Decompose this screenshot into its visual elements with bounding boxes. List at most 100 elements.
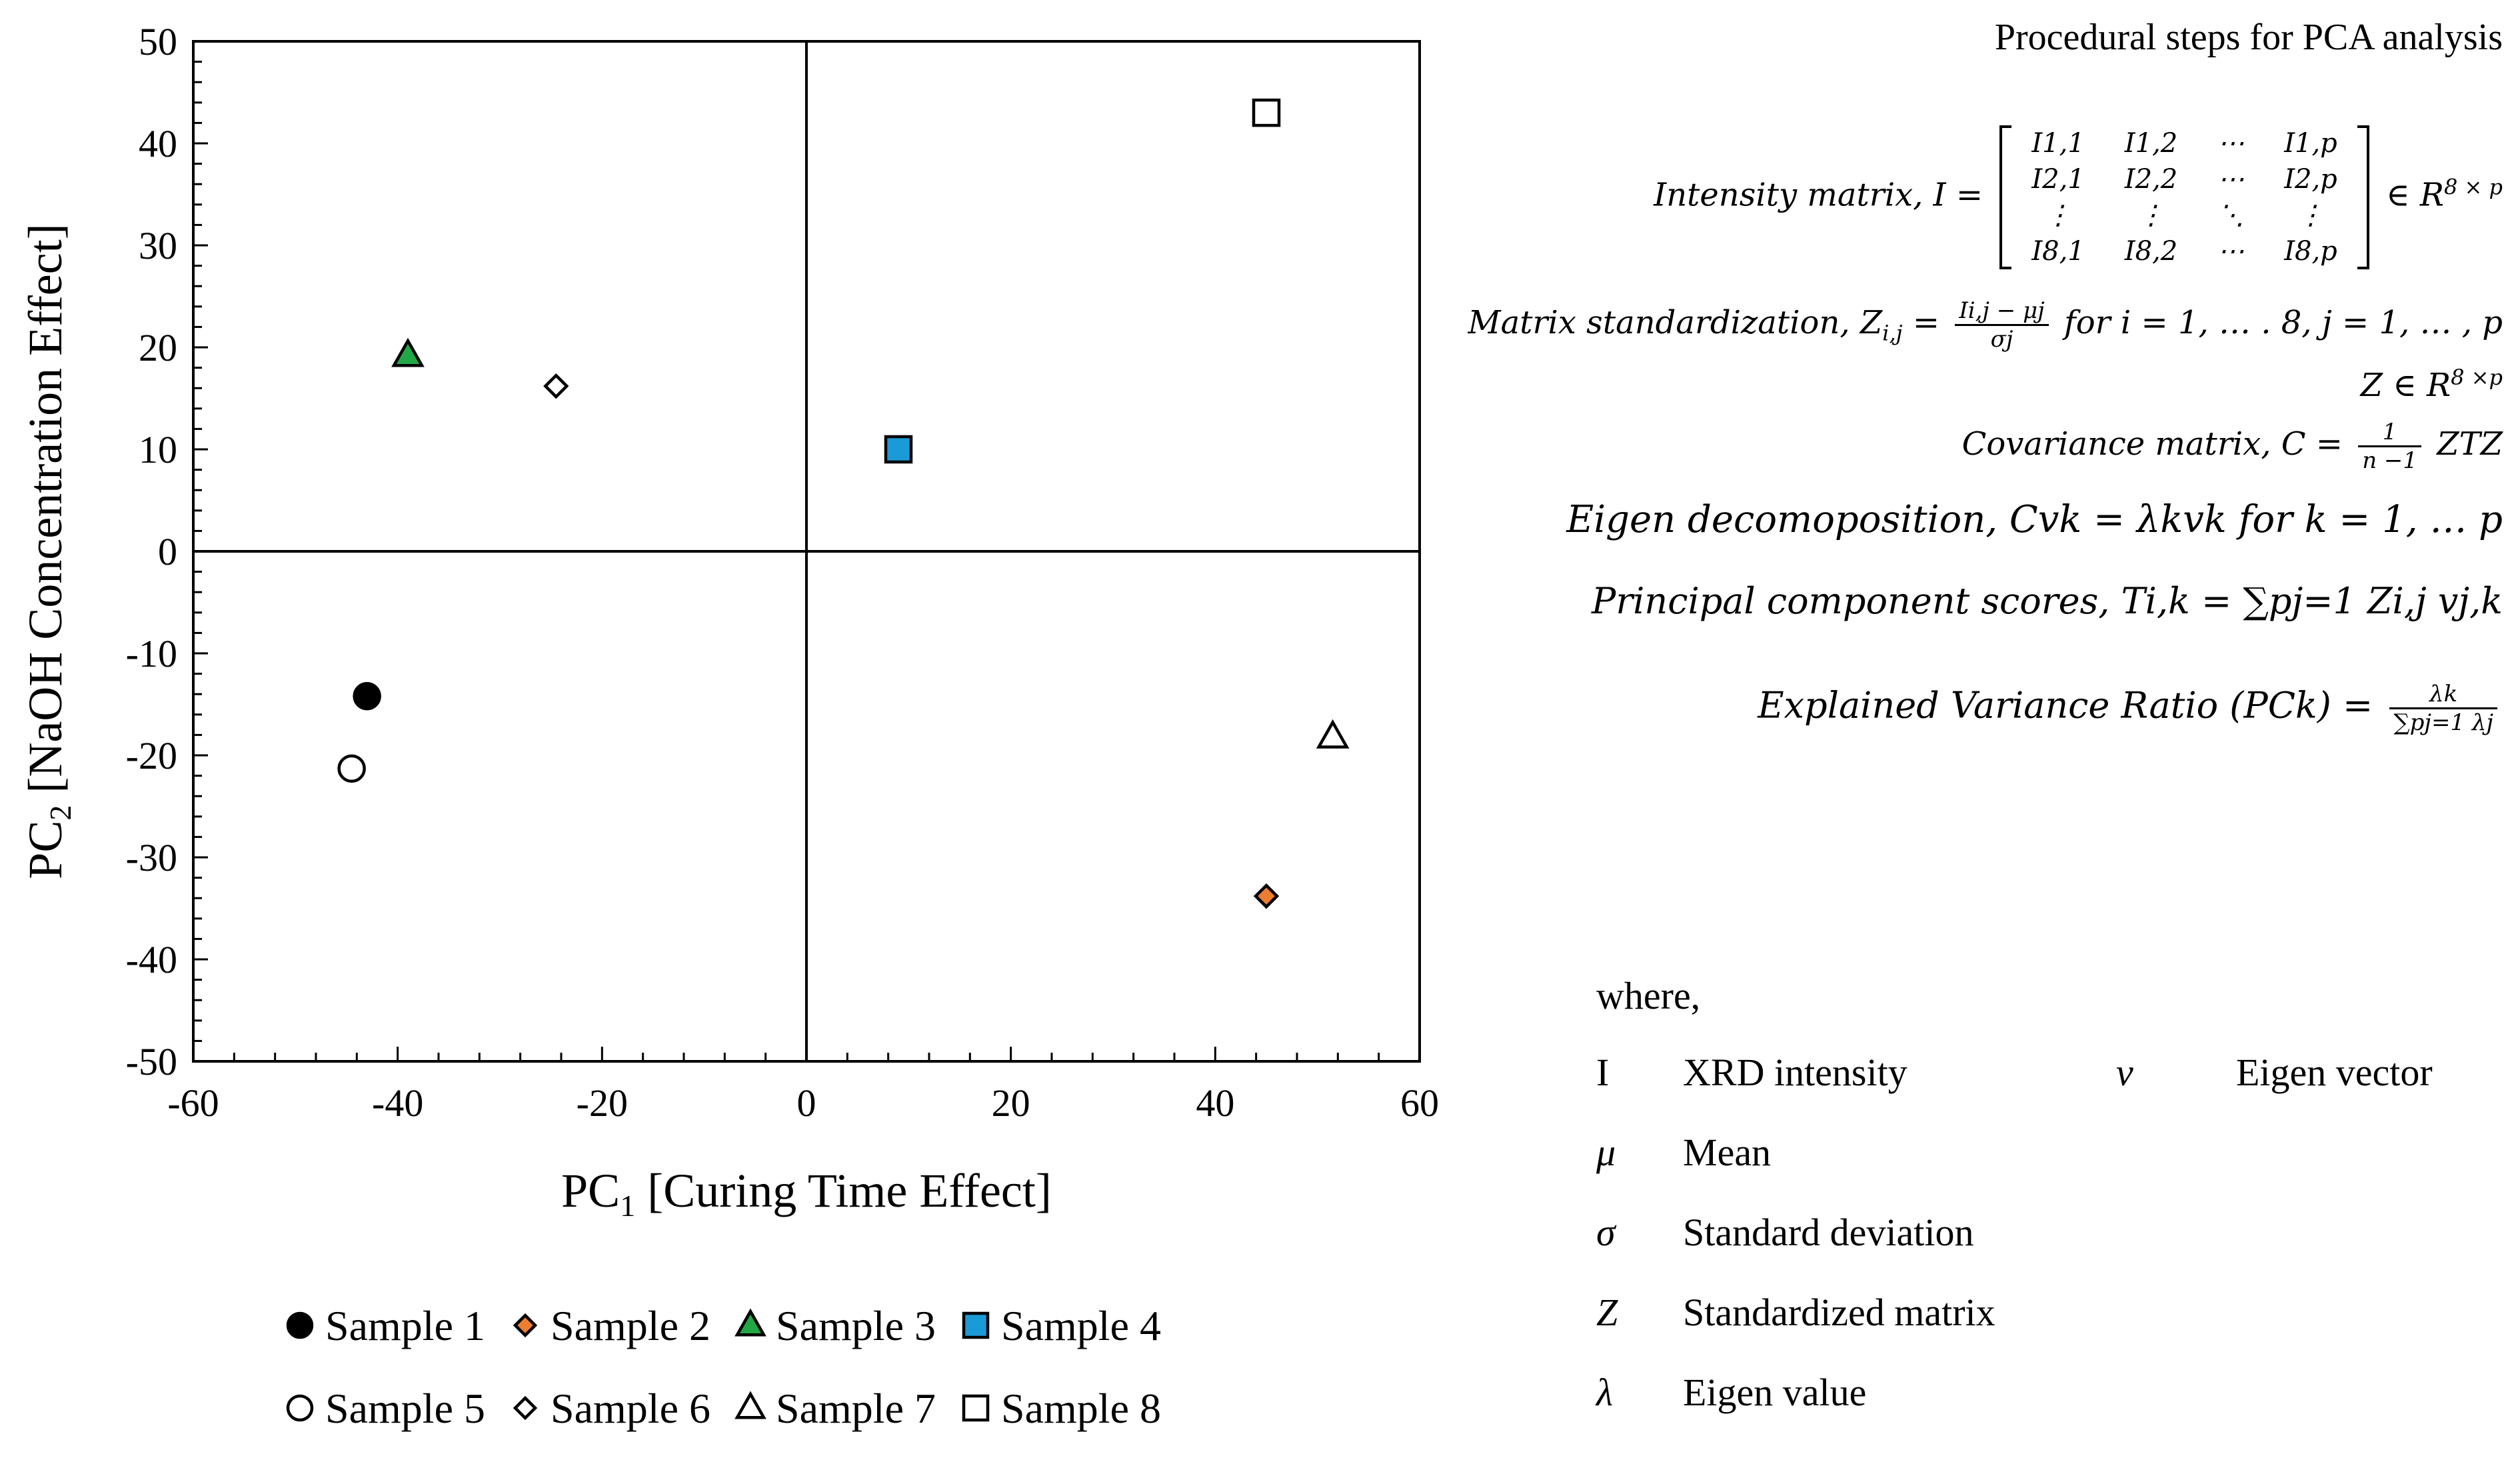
matrix-cell: I2,1 bbox=[2031, 164, 2085, 195]
legend-label-sample-2: Sample 2 bbox=[551, 1302, 710, 1349]
x-tick-label: -60 bbox=[167, 1081, 219, 1125]
cov-denominator: n −1 bbox=[2362, 447, 2418, 474]
matrix-cell: I2,2 bbox=[2124, 164, 2178, 195]
y-tick-label: 50 bbox=[139, 20, 177, 63]
glossary-definition: Eigen vector bbox=[2236, 1051, 2433, 1094]
point-sample-6 bbox=[543, 373, 569, 399]
glossary-definition: Standard deviation bbox=[1683, 1211, 1974, 1254]
glossary-symbol: μ bbox=[1596, 1131, 1616, 1174]
std-eq: = bbox=[1902, 304, 1940, 341]
x-tick-label: -20 bbox=[577, 1081, 628, 1125]
matrix-cell: ⋯ bbox=[2217, 164, 2245, 195]
z-definition: Z ∈ R8 ×p bbox=[1436, 365, 2503, 404]
matrix-row: I2,1 I2,2 ⋯ I2,p bbox=[2011, 161, 2357, 197]
matrix-cell: I1,1 bbox=[2031, 128, 2085, 159]
scores-equation: Principal component scores, Ti,k = ∑pj=1… bbox=[1436, 580, 2503, 622]
intensity-sup: 8 × p bbox=[2444, 174, 2503, 200]
y-tick-label: -50 bbox=[126, 1040, 177, 1083]
evr-equation: Explained Variance Ratio (PCk) = λk ∑pj=… bbox=[1436, 681, 2503, 736]
eigen-label: Eigen decomoposition, Cvk = λkvk for k =… bbox=[1566, 498, 2503, 541]
where-label: where, bbox=[1596, 974, 1701, 1017]
glossary-symbol: I bbox=[1596, 1051, 1610, 1094]
y-tick-label: -20 bbox=[126, 734, 177, 777]
matrix-cell: ⋯ bbox=[2217, 236, 2245, 267]
y-tick-label: 40 bbox=[139, 122, 177, 165]
chart-legend: Sample 1 Sample 2 Sample 3 Sample 4 Sample 5… bbox=[286, 1302, 1161, 1432]
cov-fraction: 1 n −1 bbox=[2358, 419, 2422, 474]
std-sub: i,j bbox=[1882, 320, 1903, 346]
std-numerator: Ii,j − μj bbox=[1955, 297, 2049, 326]
eigen-equation: Eigen decomoposition, Cvk = λkvk for k =… bbox=[1436, 498, 2503, 541]
evr-label: Explained Variance Ratio (PCk) = bbox=[1758, 684, 2373, 727]
intensity-matrix-equation: Intensity matrix, I = I1,1 I1,2 ⋯ I1,p I2,1 I… bbox=[1436, 125, 2503, 269]
x-tick-label: 20 bbox=[992, 1081, 1030, 1125]
chart-marks bbox=[337, 98, 1350, 909]
z-sup: 8 ×p bbox=[2451, 365, 2503, 390]
legend-marker-sample-3 bbox=[734, 1308, 766, 1337]
matrix-table: I1,1 I1,2 ⋯ I1,p I2,1 I2,2 ⋯ I2,p ⋮ ⋮ ⋱ ⋮ I8,1 I8,2 ⋯ I… bbox=[2011, 125, 2357, 269]
matrix-cell: I2,p bbox=[2284, 164, 2337, 195]
legend-label-sample-5: Sample 5 bbox=[325, 1385, 485, 1432]
glossary-definition: XRD intensity bbox=[1683, 1051, 1907, 1094]
y-tick-label: -40 bbox=[126, 938, 177, 981]
x-tick-label: 40 bbox=[1196, 1081, 1234, 1125]
y-tick-label: 20 bbox=[139, 326, 177, 369]
glossary-symbol: λ bbox=[1596, 1371, 1614, 1414]
legend-marker-sample-6 bbox=[513, 1395, 538, 1421]
glossary-symbol: σ bbox=[1596, 1211, 1616, 1254]
matrix-cell: I8,1 bbox=[2031, 236, 2085, 267]
y-axis-title: PC2 [NaOH Concentration Effect] bbox=[19, 223, 77, 879]
glossary-definition: Eigen value bbox=[1683, 1371, 1867, 1414]
matrix-cell: ⋱ bbox=[2217, 200, 2245, 231]
legend-marker-sample-4 bbox=[962, 1311, 990, 1339]
glossary-symbol: v bbox=[2116, 1051, 2133, 1094]
covariance-equation: Covariance matrix, C = 1 n −1 ZTZ bbox=[1436, 419, 2503, 474]
point-sample-2 bbox=[1253, 883, 1280, 909]
legend-marker-sample-7 bbox=[734, 1391, 766, 1419]
legend-label-sample-7: Sample 7 bbox=[776, 1385, 936, 1432]
legend-label-sample-4: Sample 4 bbox=[1001, 1302, 1161, 1349]
point-sample-3 bbox=[391, 337, 425, 367]
intensity-matrix: I1,1 I1,2 ⋯ I1,p I2,1 I2,2 ⋯ I2,p ⋮ ⋮ ⋱ ⋮ I8,1 I8,2 ⋯ I… bbox=[1999, 125, 2370, 269]
point-sample-5 bbox=[337, 754, 366, 783]
legend-marker-sample-8 bbox=[962, 1394, 990, 1422]
legend-label-sample-6: Sample 6 bbox=[551, 1385, 710, 1432]
y-tick-label: -10 bbox=[126, 632, 177, 675]
cov-label: Covariance matrix, C = bbox=[1961, 425, 2343, 463]
matrix-cell: I1,p bbox=[2284, 128, 2337, 159]
chart-axes: -60 -40 -20 0 20 40 60 50 40 30 20 10 0 -10 -20 -30 -40 -… bbox=[19, 20, 1439, 1223]
evr-numerator: λk bbox=[2389, 681, 2497, 709]
x-axis-title: PC1 [Curing Time Effect] bbox=[561, 1164, 1052, 1223]
matrix-cell: I8,2 bbox=[2124, 236, 2178, 267]
x-tick-label: 60 bbox=[1400, 1081, 1439, 1125]
y-tick-label: -30 bbox=[126, 836, 177, 879]
glossary-definition: Mean bbox=[1683, 1131, 1772, 1174]
point-sample-8 bbox=[1252, 98, 1281, 127]
matrix-cell: ⋯ bbox=[2217, 128, 2245, 159]
intensity-suffix: ∈ R bbox=[2386, 176, 2444, 214]
x-tick-label: -40 bbox=[372, 1081, 423, 1125]
legend-label-sample-1: Sample 1 bbox=[325, 1302, 485, 1349]
std-fraction: Ii,j − μj σj bbox=[1955, 297, 2049, 353]
std-denominator: σj bbox=[1990, 326, 2013, 353]
matrix-row: ⋮ ⋮ ⋱ ⋮ bbox=[2011, 197, 2357, 233]
legend-label-sample-3: Sample 3 bbox=[776, 1302, 936, 1349]
pca-scatter-chart: -60 -40 -20 0 20 40 60 50 40 30 20 10 0 -10 -20 -30 -40 -… bbox=[19, 20, 1439, 1432]
std-label: Matrix standardization, Z bbox=[1468, 304, 1883, 341]
intensity-label: Intensity matrix, I = bbox=[1654, 176, 1983, 214]
point-sample-4 bbox=[884, 435, 913, 464]
matrix-cell: I8,p bbox=[2284, 236, 2337, 267]
y-tick-label: 0 bbox=[158, 530, 177, 573]
y-tick-label: 10 bbox=[139, 428, 177, 471]
matrix-row: I8,1 I8,2 ⋯ I8,p bbox=[2011, 233, 2357, 269]
cov-numerator: 1 bbox=[2358, 419, 2422, 447]
evr-denominator: ∑pj=1 λj bbox=[2393, 709, 2493, 736]
matrix-row: I1,1 I1,2 ⋯ I1,p bbox=[2011, 125, 2357, 161]
z-label: Z ∈ R bbox=[2360, 367, 2451, 404]
matrix-cell: I1,2 bbox=[2124, 128, 2178, 159]
std-range: for i = 1, … . 8, j = 1, … , p bbox=[2063, 304, 2503, 341]
cov-rest: ZTZ bbox=[2437, 425, 2503, 463]
point-sample-7 bbox=[1316, 719, 1350, 749]
matrix-cell: ⋮ bbox=[2297, 200, 2324, 231]
point-sample-1 bbox=[353, 682, 381, 711]
